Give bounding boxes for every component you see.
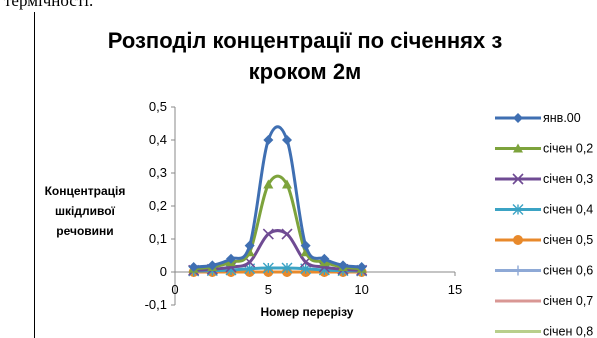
y-axis-label-line: Концентрація xyxy=(45,184,126,198)
x-tick-label: 5 xyxy=(265,282,272,297)
y-tick-label: 0 xyxy=(160,264,167,279)
data-point xyxy=(207,260,218,271)
series-line xyxy=(193,229,362,272)
y-tick-label: 0,1 xyxy=(149,231,167,246)
y-tick-label: 0,3 xyxy=(149,165,167,180)
data-point xyxy=(338,260,348,271)
y-tick-label: -0,1 xyxy=(145,297,167,312)
x-tick-label: 0 xyxy=(171,282,178,297)
data-point xyxy=(244,240,255,251)
legend-label: січен 0,8 xyxy=(543,325,593,338)
data-point xyxy=(188,262,199,273)
legend-label: січен 0,6 xyxy=(543,264,593,278)
data-point xyxy=(262,262,274,274)
data-point xyxy=(300,240,311,251)
chart-svg: Розподіл концентрації по січеннях з кроко… xyxy=(45,28,594,338)
legend-marker xyxy=(513,265,523,276)
legend-marker xyxy=(513,235,523,245)
legend-label: січен 0,5 xyxy=(543,233,593,247)
legend-label: січен 0,4 xyxy=(543,203,593,217)
legend-label: січен 0,7 xyxy=(543,294,593,308)
chart-area: Розподіл концентрації по січеннях з кроко… xyxy=(34,12,596,338)
data-point xyxy=(282,179,292,189)
y-tick-label: 0,5 xyxy=(149,99,167,114)
x-axis-label: Номер перерізу xyxy=(261,305,354,319)
series-line xyxy=(193,125,362,269)
x-tick-label: 15 xyxy=(448,282,462,297)
legend-label: янв.00 xyxy=(543,111,581,125)
legend-marker xyxy=(512,204,524,215)
legend-marker xyxy=(512,173,524,185)
legend-label: січен 0,3 xyxy=(543,172,593,186)
series-line xyxy=(193,174,362,271)
y-tick-label: 0,2 xyxy=(149,198,167,213)
data-point xyxy=(281,262,293,274)
data-point xyxy=(281,228,293,240)
document-text-fragment: термічності. xyxy=(4,0,94,10)
y-axis-label-line: шкідливої xyxy=(55,204,116,218)
legend-marker xyxy=(513,113,523,123)
legend-marker xyxy=(513,143,523,153)
data-point xyxy=(356,262,367,273)
series-line xyxy=(193,266,362,273)
y-tick-label: 0,4 xyxy=(149,132,167,147)
data-point xyxy=(282,135,292,145)
data-point xyxy=(263,179,274,189)
chart-title-line-2: кроком 2м xyxy=(249,59,362,84)
x-tick-label: 10 xyxy=(354,282,368,297)
y-axis-label-line: речовини xyxy=(56,224,113,238)
data-point xyxy=(263,135,274,145)
legend-label: січен 0,2 xyxy=(543,142,593,156)
data-point xyxy=(262,228,274,240)
chart-title-line-1: Розподіл концентрації по січеннях з xyxy=(108,28,503,53)
